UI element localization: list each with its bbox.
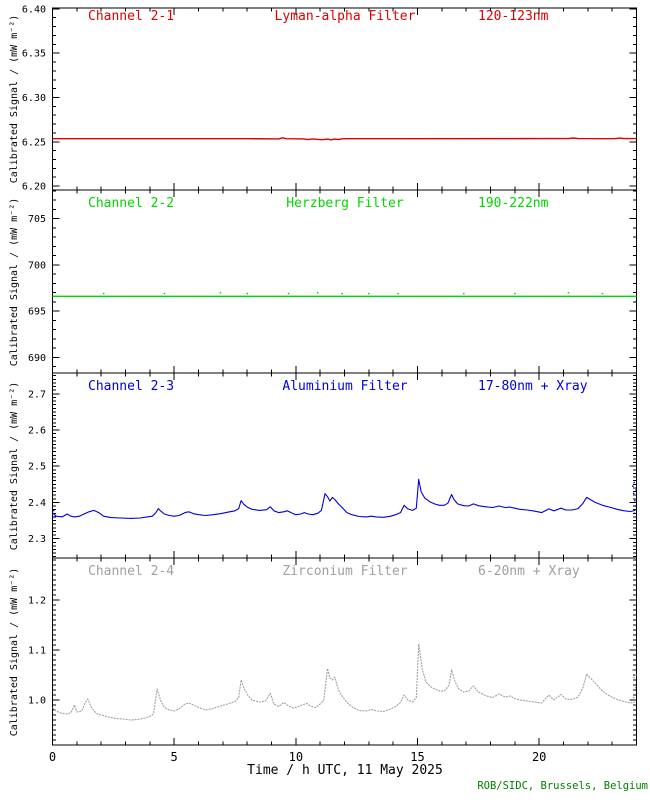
- y-tick-label: 705: [28, 214, 46, 225]
- x-tick-label: 15: [410, 750, 424, 764]
- scatter-point: [632, 696, 635, 699]
- channel-2-2-filter-label: Herzberg Filter: [286, 196, 404, 211]
- scatter-point: [633, 512, 636, 515]
- y-tick-label: 6.40: [22, 4, 46, 15]
- y-axis-label-channel-2-3: Calibrated Signal / (mW m⁻²): [9, 381, 20, 550]
- scatter-point: [219, 291, 222, 294]
- y-tick-label: 6.35: [22, 49, 46, 60]
- scatter-point: [567, 291, 570, 294]
- scatter-point: [632, 669, 634, 671]
- scatter-point: [633, 676, 635, 679]
- scatter-point: [514, 292, 516, 295]
- channel-2-1-label: Channel 2-1: [88, 9, 175, 24]
- panel-frame-channel-2-1: [52, 7, 637, 191]
- y-tick-label: 2.5: [28, 462, 46, 473]
- channel-2-2-label: Channel 2-2: [88, 196, 175, 211]
- y-tick-label: 2.3: [28, 534, 46, 545]
- y-tick-label: 1.2: [28, 596, 46, 607]
- scatter-point: [287, 292, 290, 295]
- x-tick-label: 0: [49, 750, 56, 764]
- scatter-point: [397, 292, 399, 295]
- scatter-point: [632, 485, 634, 487]
- scatter-point: [635, 674, 637, 676]
- y-axis-label-channel-2-4: Calibrated Signal / (mW m⁻²): [9, 567, 20, 736]
- scatter-point: [634, 505, 637, 507]
- channel-2-4-filter-label: Zirconium Filter: [282, 564, 408, 579]
- x-tick-label: 20: [532, 750, 546, 764]
- channel-2-3-label: Channel 2-3: [88, 379, 175, 394]
- credit-text: ROB/SIDC, Brussels, Belgium: [477, 780, 648, 792]
- scatter-point: [54, 516, 56, 518]
- y-tick-label: 6.20: [22, 182, 46, 193]
- scatter-point: [634, 499, 636, 502]
- y-tick-label: 6.25: [22, 137, 46, 148]
- scatter-point: [601, 292, 604, 295]
- scatter-point: [368, 292, 370, 295]
- y-tick-label: 2.4: [28, 498, 46, 509]
- channel-2-4-series-line: [52, 643, 636, 721]
- channel-2-1-series-line: [52, 137, 637, 141]
- x-axis-title: Time / h UTC, 11 May 2025: [247, 763, 443, 778]
- channel-2-2-range-label: 190-222nm: [478, 196, 549, 211]
- scatter-point: [317, 291, 319, 294]
- scatter-point: [163, 292, 166, 295]
- y-tick-label: 1.0: [28, 696, 46, 707]
- channel-2-3-range-label: 17-80nm + Xray: [478, 379, 588, 394]
- channel-2-1-range-label: 120-123nm: [478, 9, 549, 24]
- y-axis-label-channel-2-2: Calibrated Signal / (mW m⁻²): [9, 197, 20, 366]
- scatter-point: [632, 492, 635, 495]
- x-tick-label: 10: [289, 750, 303, 764]
- y-tick-label: 2.7: [28, 389, 46, 400]
- y-tick-label: 1.1: [28, 646, 46, 657]
- y-tick-label: 6.30: [22, 93, 46, 104]
- scatter-point: [463, 292, 465, 295]
- scatter-point: [634, 686, 637, 689]
- y-tick-label: 2.6: [28, 426, 46, 437]
- scatter-point: [635, 489, 637, 491]
- scatter-point: [102, 292, 105, 295]
- channel-2-3-filter-label: Aluminium Filter: [282, 379, 408, 394]
- y-axis-label-channel-2-1: Calibrated Signal / (mW m⁻²): [9, 14, 20, 184]
- y-tick-label: 690: [28, 353, 46, 364]
- panel-frame-channel-2-4: [52, 557, 637, 746]
- scatter-point: [246, 292, 248, 295]
- panel-frame-channel-2-3: [52, 372, 637, 559]
- y-tick-label: 700: [28, 260, 46, 271]
- y-tick-label: 695: [28, 307, 46, 318]
- scatter-point: [341, 292, 343, 295]
- channel-2-4-label: Channel 2-4: [88, 564, 175, 579]
- panel-frame-channel-2-2: [52, 189, 637, 374]
- scatter-point: [53, 509, 55, 512]
- x-tick-label: 5: [171, 750, 178, 764]
- channel-2-4-range-label: 6-20nm + Xray: [478, 564, 580, 579]
- scatter-point: [633, 481, 635, 484]
- channel-2-1-filter-label: Lyman-alpha Filter: [274, 9, 416, 24]
- channel-2-3-series-line: [52, 478, 636, 519]
